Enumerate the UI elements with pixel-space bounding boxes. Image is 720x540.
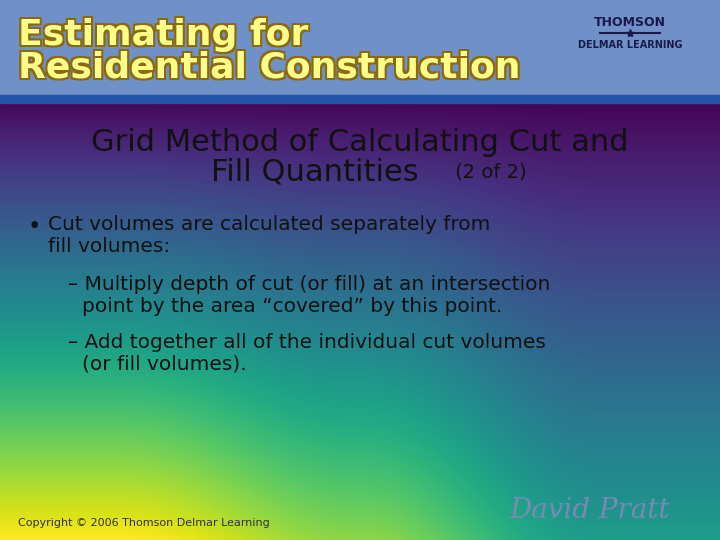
Text: Residential Construction: Residential Construction: [20, 49, 523, 83]
Text: Estimating for: Estimating for: [18, 18, 308, 52]
Bar: [0, 0, 720, 94]
Text: Cut volumes are calculated separately from: Cut volumes are calculated separately fr…: [48, 214, 490, 233]
Text: (2 of 2): (2 of 2): [449, 163, 527, 182]
Text: •: •: [28, 214, 41, 238]
Bar: [0, 94, 720, 103]
Text: Estimating for: Estimating for: [20, 20, 310, 54]
Text: Residential Construction: Residential Construction: [16, 49, 518, 83]
Text: – Multiply depth of cut (or fill) at an intersection: – Multiply depth of cut (or fill) at an …: [68, 274, 550, 294]
Text: THOMSON: THOMSON: [594, 16, 666, 29]
Text: Estimating for: Estimating for: [20, 16, 310, 50]
Text: Fill Quantities: Fill Quantities: [211, 158, 419, 187]
Text: Residential Construction: Residential Construction: [18, 51, 521, 85]
Text: – Add together all of the individual cut volumes: – Add together all of the individual cut…: [68, 333, 546, 352]
Text: point by the area “covered” by this point.: point by the area “covered” by this poin…: [82, 296, 503, 315]
Text: Estimating for: Estimating for: [16, 16, 307, 50]
Text: Residential Construction: Residential Construction: [16, 53, 518, 87]
Text: Estimating for: Estimating for: [16, 20, 307, 54]
Text: DELMAR LEARNING: DELMAR LEARNING: [577, 40, 683, 50]
Text: Copyright © 2006 Thomson Delmar Learning: Copyright © 2006 Thomson Delmar Learning: [18, 518, 270, 528]
Text: David Pratt: David Pratt: [510, 497, 670, 524]
Text: Grid Method of Calculating Cut and: Grid Method of Calculating Cut and: [91, 128, 629, 157]
Text: fill volumes:: fill volumes:: [48, 237, 170, 255]
Text: (or fill volumes).: (or fill volumes).: [82, 354, 247, 374]
Text: Residential Construction: Residential Construction: [20, 53, 523, 87]
